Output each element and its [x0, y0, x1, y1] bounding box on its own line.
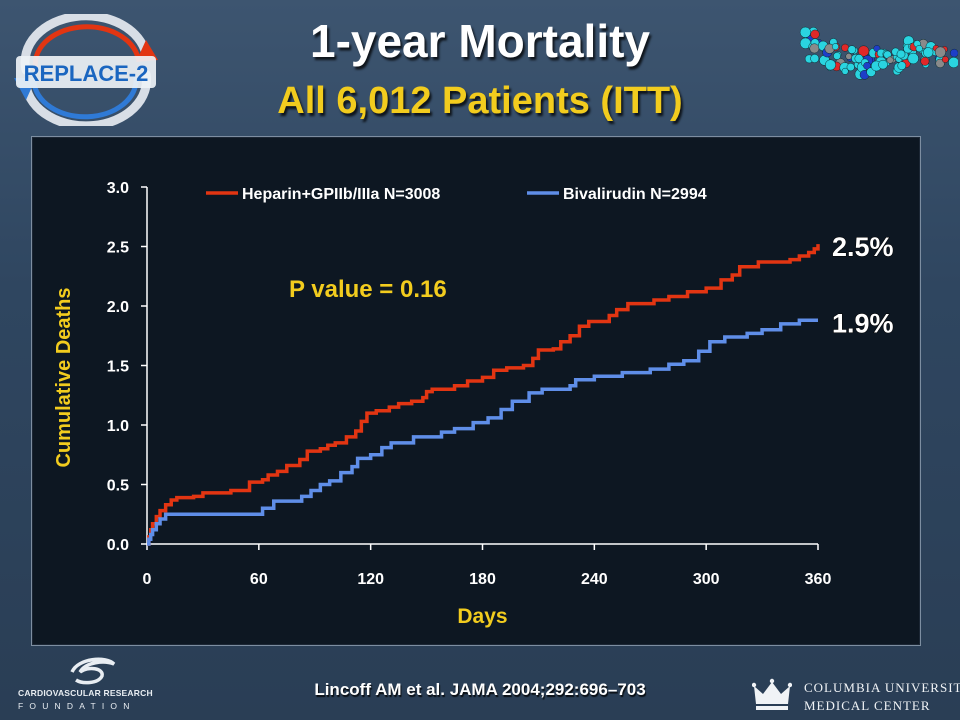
y-tick-label: 3.0 [107, 180, 129, 197]
cumc-name-line2: MEDICAL CENTER [804, 698, 931, 713]
molecule-atom [825, 59, 836, 71]
series-end-label-1: 2.5% [832, 232, 894, 262]
chart-panel: 0.0 0.5 1.0 1.5 2.0 2.5 3.0 0 60 120 180 240 300 360 D… [31, 136, 921, 646]
molecule-atom [923, 47, 934, 58]
x-tick-label: 360 [805, 571, 832, 588]
page-title: 1-year Mortality [309, 15, 650, 67]
x-tick-label: 0 [143, 571, 152, 588]
molecule-atom [857, 45, 870, 57]
molecule-atom [920, 56, 930, 66]
chart-legend: Heparin+GPIIb/IIIa N=3008 Bivalirudin N=2… [206, 186, 707, 203]
y-tick-label: 0.0 [107, 537, 129, 554]
molecule-image [799, 26, 958, 80]
mortality-chart: 0.0 0.5 1.0 1.5 2.0 2.5 3.0 0 60 120 180 240 300 360 D… [53, 180, 894, 628]
x-tick-label: 300 [693, 571, 720, 588]
molecule-atom [831, 43, 839, 51]
y-tick-label: 1.0 [107, 418, 129, 435]
molecule-atom [949, 48, 958, 58]
molecule-atom [854, 54, 864, 64]
molecule-atom [847, 45, 857, 54]
y-tick-label: 1.5 [107, 359, 129, 376]
molecule-atom [886, 56, 894, 64]
y-tick-label: 2.0 [107, 299, 129, 316]
y-tick-label: 2.5 [107, 240, 129, 257]
series-end-label-2: 1.9% [832, 308, 894, 338]
x-tick-label: 60 [250, 571, 268, 588]
molecule-atom [846, 63, 855, 72]
crf-name-line1: CARDIOVASCULAR RESEARCH [18, 688, 153, 698]
page-subtitle: All 6,012 Patients (ITT) [277, 80, 683, 122]
chart-labels: P value = 0.16 [289, 276, 447, 303]
molecule-atom [897, 61, 907, 71]
molecule-atom [941, 56, 949, 63]
x-tick-label: 240 [581, 571, 608, 588]
y-tick-label: 0.5 [107, 478, 129, 495]
molecule-atom [907, 52, 919, 65]
molecule-atom [799, 26, 811, 38]
crf-swirl-icon [70, 657, 116, 685]
legend-label-2: Bivalirudin N=2994 [563, 186, 707, 203]
molecule-atom [948, 56, 958, 69]
chart-axes: 0.0 0.5 1.0 1.5 2.0 2.5 3.0 0 60 120 180 240 300 360 D… [53, 180, 831, 628]
molecule-atom [934, 46, 946, 58]
x-tick-label: 180 [469, 571, 496, 588]
x-axis-label: Days [457, 605, 507, 628]
series-line-1 [147, 244, 820, 546]
molecule-atom [841, 43, 850, 52]
legend-label-1: Heparin+GPIIb/IIIa N=3008 [242, 186, 440, 203]
molecule-atom [878, 59, 888, 70]
molecule-atom [845, 53, 853, 60]
molecule-atom [833, 52, 841, 60]
molecule-atom [809, 43, 820, 54]
cumc-logo: COLUMBIA UNIVERSITY MEDICAL CENTER [748, 676, 960, 716]
crf-name-line2: FOUNDATION [18, 701, 136, 711]
molecule-atom [841, 67, 849, 75]
molecule-atom [810, 54, 820, 63]
molecule-atom [810, 29, 820, 39]
crf-logo: CARDIOVASCULAR RESEARCH FOUNDATION [14, 654, 174, 716]
replace-2-logo-text: REPLACE-2 [24, 61, 149, 86]
chart-series: 2.5% 1.9% [147, 232, 894, 546]
citation: Lincoff AM et al. JAMA 2004;292:696–703 [314, 680, 646, 699]
y-axis-label: Cumulative Deaths [53, 287, 75, 467]
series-line-2 [147, 318, 818, 546]
molecule-atom [896, 49, 906, 59]
molecule-atom [863, 61, 871, 70]
replace-2-logo: REPLACE-2 [14, 14, 158, 126]
cumc-name-line1: COLUMBIA UNIVERSITY [804, 680, 960, 695]
molecule-atom [915, 45, 923, 53]
crown-icon [752, 678, 792, 710]
p-value-annotation: P value = 0.16 [289, 276, 447, 303]
x-tick-label: 120 [357, 571, 384, 588]
